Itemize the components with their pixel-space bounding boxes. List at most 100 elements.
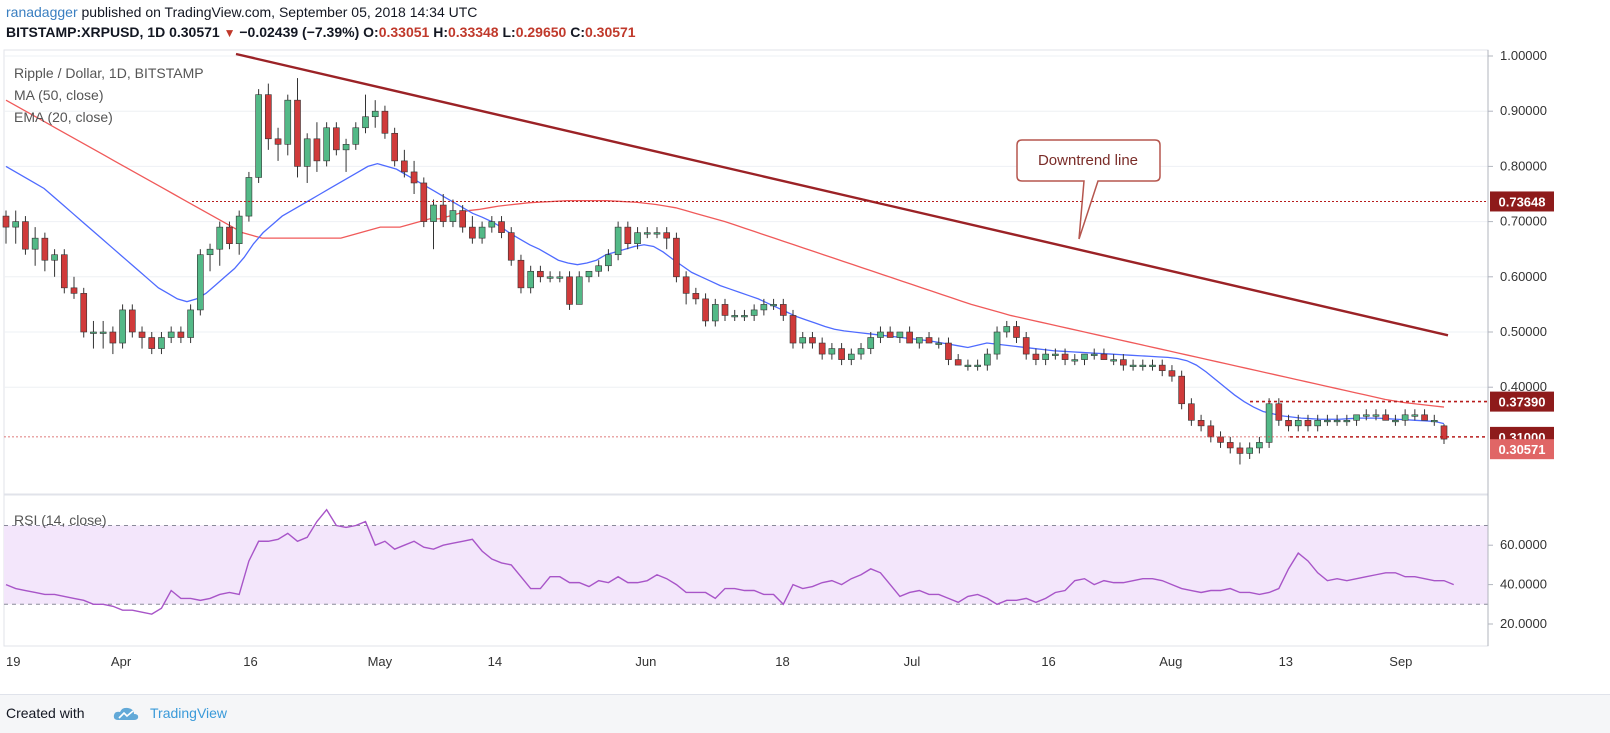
chart-header: ranadagger published on TradingView.com,… — [0, 0, 1610, 46]
candle-body — [760, 304, 768, 311]
candle-body — [993, 331, 1001, 355]
tradingview-brand-link[interactable]: TradingView — [150, 705, 228, 721]
open-value: 0.33051 — [378, 24, 430, 40]
price-change: −0.02439 (−7.39%) — [239, 24, 360, 40]
callout-text: Downtrend line — [1038, 152, 1138, 169]
candle-body — [22, 221, 29, 250]
rsi-tick-label: 60.0000 — [1500, 537, 1547, 552]
candle-body — [556, 276, 564, 279]
candle-body — [974, 364, 981, 367]
candlestick-series — [2, 78, 1448, 465]
moving-average-lines — [5, 99, 1445, 425]
candle-body — [838, 348, 845, 360]
callout-bubble — [1016, 139, 1161, 240]
candle-body — [1353, 414, 1360, 421]
horizontal-levels — [4, 200, 1488, 438]
price-pane — [3, 49, 1489, 495]
candle-body — [235, 215, 243, 244]
candle-body — [779, 304, 787, 316]
candle-body — [711, 304, 719, 322]
candle-body — [1430, 420, 1438, 423]
candle-body — [1178, 375, 1185, 405]
candle-body — [1188, 403, 1195, 421]
candle-body — [731, 315, 739, 318]
close-label: C: — [570, 24, 585, 40]
candle-body — [158, 337, 165, 349]
candle-body — [1294, 420, 1302, 427]
rsi-line — [5, 508, 1454, 615]
downtrend-line — [235, 52, 1449, 337]
chart-area[interactable]: 19 Apr 16 May 14 Jun 18 Jul 16 Aug 13 Sep 1.00000 0.9… — [0, 46, 1610, 694]
candle-body — [1314, 420, 1322, 427]
candle-body — [1285, 420, 1292, 427]
candle-body — [1382, 414, 1390, 421]
candle-body — [303, 138, 311, 167]
candle-body — [128, 309, 136, 333]
candle-body — [877, 331, 884, 338]
candle-body — [265, 94, 272, 140]
candle-body — [663, 232, 671, 239]
candle-body — [1275, 403, 1283, 421]
candle-body — [323, 127, 330, 162]
x-tick-label: Apr — [111, 654, 132, 669]
candle-body — [964, 364, 972, 367]
candle-body — [1042, 353, 1049, 360]
candle-body — [109, 331, 117, 344]
candle-body — [595, 265, 603, 272]
candle-body — [799, 337, 807, 344]
candle-body — [935, 342, 943, 345]
open-label: O: — [363, 24, 379, 40]
candle-body — [439, 204, 447, 222]
candle-body — [984, 353, 991, 366]
candle-body — [702, 298, 709, 322]
candle-body — [770, 304, 777, 307]
candle-body — [1440, 425, 1448, 440]
y-tick-label: 0.50000 — [1500, 324, 1547, 339]
candle-body — [60, 254, 68, 289]
candle-body — [1139, 364, 1147, 367]
downtrend-callout: Downtrend line — [1016, 139, 1161, 240]
candle-body — [828, 348, 836, 355]
tradingview-cloud-icon[interactable] — [112, 705, 140, 723]
published-text: published on TradingView.com, September … — [81, 4, 478, 20]
candle-body — [80, 293, 88, 333]
ohlc-line: BITSTAMP:XRPUSD, 1D 0.30571 ▼ −0.02439 (… — [6, 24, 636, 40]
candle-body — [391, 132, 398, 162]
x-tick-label: 13 — [1279, 654, 1293, 669]
last-price: 0.30571 — [169, 24, 220, 40]
candle-body — [362, 116, 369, 129]
candle-body — [478, 226, 486, 239]
candle-body — [925, 337, 933, 344]
candle-body — [653, 232, 661, 235]
candle-body — [459, 210, 466, 228]
candle-body — [809, 337, 816, 344]
candle-body — [216, 226, 224, 250]
x-tick-label: Jun — [635, 654, 656, 669]
candle-body — [70, 287, 78, 294]
candle-body — [750, 309, 758, 316]
candle-body — [945, 342, 952, 360]
candle-body — [1081, 353, 1088, 360]
candle-body — [847, 353, 855, 360]
candle-body — [313, 138, 321, 162]
candle-body — [1333, 420, 1341, 423]
candle-body — [566, 276, 573, 305]
legend-ma: MA (50, close) — [14, 87, 103, 103]
price-tag-text: 0.30571 — [1499, 442, 1546, 457]
candle-body — [721, 304, 729, 316]
y-tick-label: 0.80000 — [1500, 158, 1547, 173]
footer: Created with TradingView — [0, 694, 1610, 733]
candle-body — [527, 270, 534, 289]
candle-body — [1236, 447, 1244, 454]
author-link[interactable]: ranadagger — [6, 4, 78, 20]
candle-body — [371, 110, 379, 118]
candle-body — [575, 276, 583, 305]
candle-body — [187, 309, 194, 338]
price-tag-text: 0.37390 — [1499, 395, 1546, 410]
candle-body — [1022, 337, 1030, 355]
candle-body — [430, 204, 437, 222]
candle-body — [1343, 420, 1351, 423]
axes: 19 Apr 16 May 14 Jun 18 Jul 16 Aug 13 Sep 1.00000 0.9… — [6, 48, 1547, 669]
high-value: 0.33348 — [447, 24, 499, 40]
